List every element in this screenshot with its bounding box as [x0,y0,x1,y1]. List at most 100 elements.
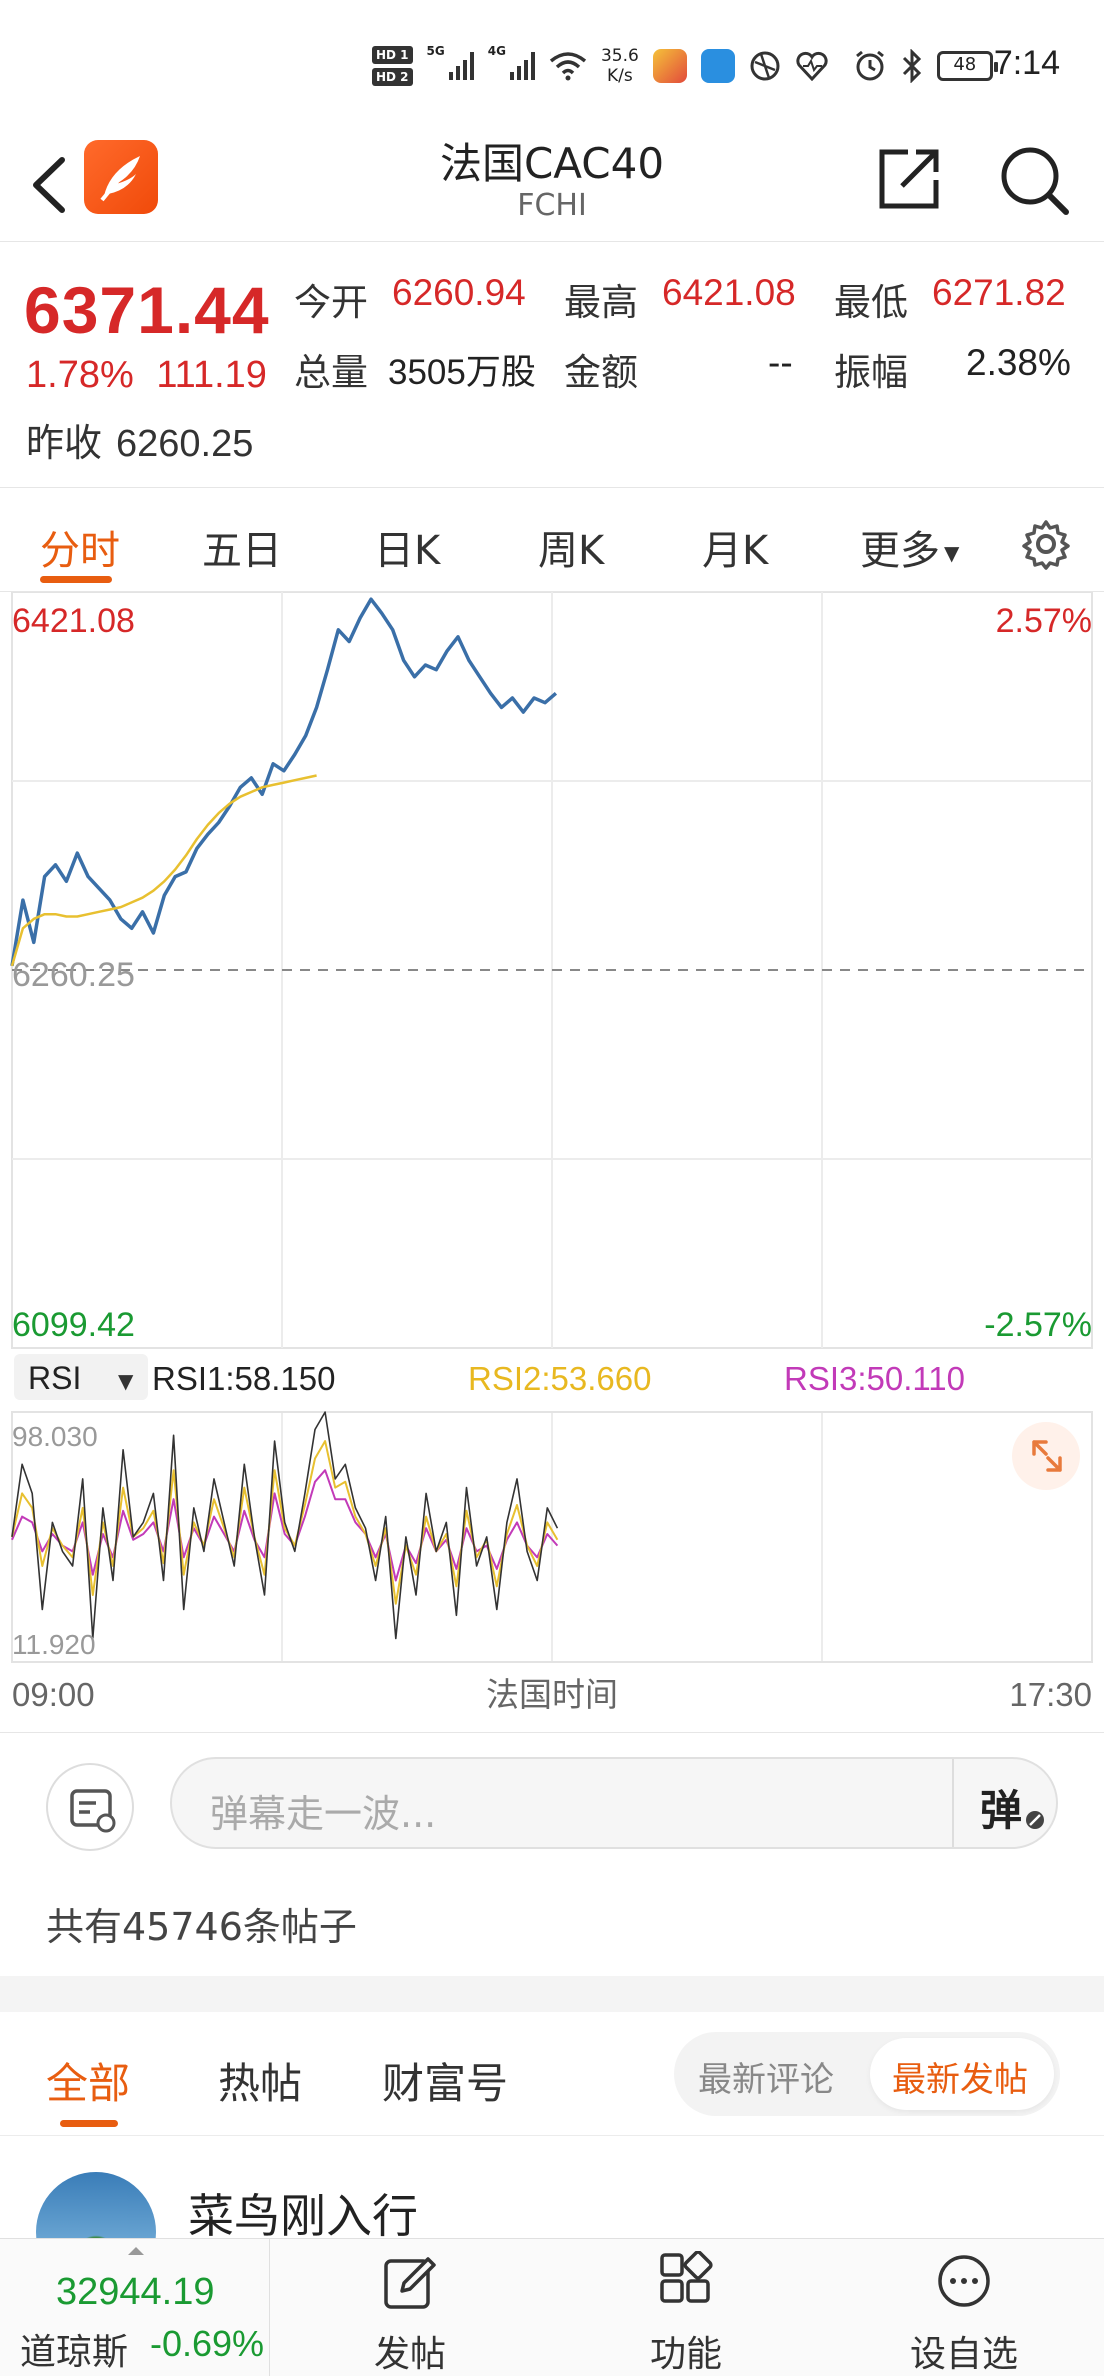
app-notification-icon [652,49,687,83]
tab-more[interactable]: 更多 ▼ [860,528,960,574]
sort-latest-comment[interactable]: 最新评论 [698,2060,834,2100]
price-axis-bottom: 6099.42 [12,1306,135,1344]
health-icon [796,51,828,81]
price-axis-top: 6421.08 [12,602,135,640]
function-button[interactable]: 功能 [586,2239,786,2376]
index-value: 32944.19 [56,2271,215,2313]
price-line [10,597,558,967]
chart-settings-button[interactable] [1020,518,1072,570]
index-ticker[interactable]: 32944.19 道琼斯 -0.69% [0,2239,270,2376]
change-amount: 111.19 [156,354,267,396]
tab-active-indicator [40,576,112,583]
high-value: 6421.08 [662,272,796,313]
network-type-2: 4G [487,44,506,58]
grid-icon [660,2251,713,2303]
caret-up-icon [128,2247,144,2255]
tab-intraday[interactable]: 分时 [40,528,120,574]
post-tab-hot[interactable]: 热帖 [218,2059,303,2108]
pct-axis-bottom: -2.57% [984,1306,1092,1344]
back-button[interactable] [22,140,78,230]
rsi-axis-min: 11.920 [12,1629,96,1660]
low-value: 6271.82 [932,272,1066,313]
pct-axis-top: 2.57% [996,602,1092,640]
bottom-bar: 32944.19 道琼斯 -0.69% 发帖 功能 设自选 [0,2238,1104,2376]
add-watchlist-label: 设自选 [909,2334,1018,2375]
share-icon [879,149,939,209]
rsi-axis-max: 98.030 [12,1421,98,1452]
feather-logo-icon [100,156,140,202]
prev-close: 昨收 6260.25 [26,412,253,467]
status-bar: HD 1 HD 2 5G 4G 35.6 K/s 48 7:14 [0,0,1104,130]
average-price-line [10,774,317,967]
hd-indicator: HD 1 HD 2 [372,46,413,86]
sort-latest-post[interactable]: 最新发帖 [870,2038,1054,2110]
add-watchlist-button[interactable]: 设自选 [864,2239,1064,2376]
search-button[interactable] [996,142,1072,218]
change-percent: 1.78% [26,354,134,396]
bluetooth-icon [902,49,921,83]
sort-toggle: 最新评论 最新发帖 [674,2032,1060,2116]
index-change: -0.69% [150,2323,265,2364]
gear-icon [1022,520,1070,570]
rsi2-label: RSI2:53.660 [468,1360,651,1397]
network-type-1: 5G [426,44,445,58]
post-tab-all[interactable]: 全部 [46,2059,131,2108]
danmu-send-button[interactable]: 弹 [962,1759,1058,1847]
page-subtitle: FCHI [517,188,587,223]
rsi1-label: RSI1:58.150 [152,1360,335,1397]
intraday-chart[interactable]: 6421.08 2.57% 6260.25 6099.42 -2.57% RSI… [0,592,1104,1732]
chevron-left-icon [33,157,65,213]
danmu-placeholder: 弹幕走一波... [210,1792,437,1836]
amount-value: -- [768,342,793,383]
header: 法国CAC40 FCHI [0,130,1104,242]
tab-monthly-k[interactable]: 月K [702,528,769,574]
volume-label: 总量 [294,351,368,394]
danmu-settings-button[interactable] [46,1763,134,1851]
battery-icon: 48 [936,51,998,81]
rsi1-line [11,1411,559,1640]
section-divider [0,1976,1104,2012]
page-title: 法国CAC40 [439,139,665,188]
danmu-toggle-icon [1026,1811,1044,1829]
more-icon [938,2255,990,2307]
tab-weekly-k[interactable]: 周K [538,528,605,574]
open-value: 6260.94 [392,272,526,313]
time-axis-middle: 法国时间 [486,1675,618,1714]
time-axis-start: 09:00 [12,1676,95,1713]
danmu-settings-icon [70,1789,116,1833]
danmu-divider [952,1759,954,1847]
price-change: 1.78% 111.19 [26,354,267,397]
volume-value: 3505万股 [388,353,536,392]
post-username[interactable]: 菜鸟刚入行 [188,2189,418,2243]
post-button[interactable]: 发帖 [310,2239,510,2376]
search-icon [1001,147,1069,215]
post-tab-fortune[interactable]: 财富号 [382,2059,509,2108]
index-name: 道琼斯 [20,2332,129,2373]
rsi-series [11,1411,559,1640]
tab-five-day[interactable]: 五日 [202,528,282,574]
chart-grid [11,592,1093,1663]
post-tab-indicator [60,2120,118,2127]
rsi2-line [11,1440,559,1605]
indicator-frame [11,1411,1093,1663]
post-button-label: 发帖 [373,2334,446,2375]
app-logo[interactable] [84,140,158,214]
chart-canvas[interactable]: 6421.08 2.57% 6260.25 6099.42 -2.57% RSI… [0,592,1104,1732]
danmu-input[interactable]: 弹幕走一波... 弹 [170,1757,1058,1849]
signal-icon-2 [509,52,535,80]
caret-down-icon: ▼ [944,541,960,565]
amplitude-value: 2.38% [966,342,1071,383]
caret-down-icon: ▼ [118,1369,134,1393]
tab-daily-k[interactable]: 日K [374,528,441,574]
amount-label: 金额 [564,351,638,394]
prev-close-value: 6260.25 [116,423,254,465]
indicator-selector[interactable]: RSI ▼ [14,1354,148,1400]
amplitude-label: 振幅 [834,351,908,394]
danmu-send-label: 弹 [980,1786,1023,1835]
cloud-app-icon [700,49,735,83]
prev-close-label: 昨收 [26,421,103,465]
expand-chart-button[interactable] [1012,1422,1080,1490]
current-price: 6371.44 [24,273,270,347]
status-time: 7:14 [993,44,1060,82]
share-button[interactable] [874,140,944,216]
